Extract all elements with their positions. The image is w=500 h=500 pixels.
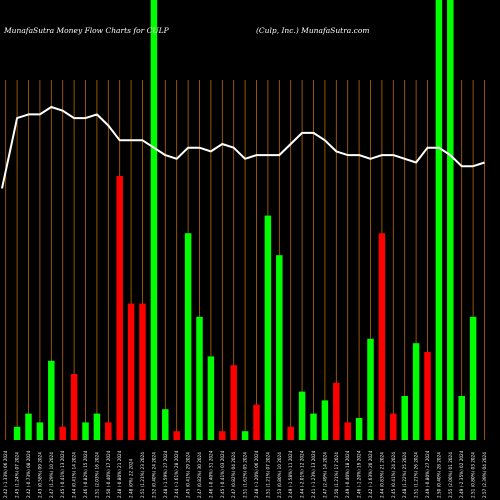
money-flow-bar: [105, 422, 112, 440]
x-tick-label: 2.49 (-0.80%) 27 2024: [425, 450, 430, 498]
x-tick-label: 2.42 (-1.63%) 20 2024: [368, 450, 373, 498]
money-flow-bar: [184, 233, 192, 440]
x-tick-label: 2.51 (2.03%) 16 2024: [94, 452, 99, 498]
x-tick-label: 2.51 (1.21%) 23 2024: [140, 452, 145, 498]
x-tick-label: 2.46 (-0.82%) 15 2024: [83, 450, 88, 498]
x-tick-label: 2.45 (-0.41%) 13 2024: [60, 450, 65, 498]
x-tick-label: 2.51 (0.80%) 03 2024: [471, 452, 476, 498]
money-flow-bar: [59, 426, 66, 440]
x-tick-label: 2.47 (0.82%) 04 2024: [231, 452, 236, 498]
money-flow-bar: [241, 431, 249, 440]
money-flow-bar: [127, 303, 135, 440]
money-flow-bar: [447, 0, 454, 440]
money-flow-bar: [82, 422, 89, 440]
money-flow-bar: [367, 338, 374, 440]
money-flow-bar: [458, 396, 465, 440]
x-tick-label: 2.44 (-1.61%) 28 2024: [174, 450, 179, 498]
money-flow-bar: [287, 426, 294, 440]
money-flow-bars: [13, 0, 477, 440]
money-flow-bar: [310, 413, 317, 440]
money-flow-bar: [298, 391, 306, 440]
x-tick-label: 2.47 (2.49%) 14 2024: [322, 452, 327, 498]
chart-title-right: (Culp, Inc.) MunafaSutra.com: [256, 26, 369, 35]
price-line: [1, 106, 485, 189]
money-flow-bar: [355, 418, 363, 440]
x-tick-label: 2.49 (-0.40%) 18 2024: [345, 450, 350, 498]
x-tick-label: 2.50 (0.40%) 28 2024: [436, 452, 441, 498]
x-tick-label: 2.45 (0.41%) 24 2024: [391, 452, 396, 498]
x-tick-label: 2.52 (0.40%) 24 2024: [151, 452, 156, 498]
money-flow-bar: [276, 255, 283, 440]
money-flow-bar: [48, 360, 55, 440]
x-tick-label: 2.49 (-1.58%) 11 2024: [288, 450, 293, 498]
x-tick-label: 2.42 (-1.33%) 06 2024: [3, 450, 8, 498]
money-flow-bar: [13, 426, 21, 440]
x-tick-label: 2.45 (1.24%) 07 2024: [15, 452, 20, 498]
x-tick-label: 2.44 (-2.01%) 12 2024: [300, 450, 305, 498]
money-flow-bar: [321, 400, 329, 440]
money-flow-bar: [173, 431, 180, 440]
money-flow-bar: [219, 431, 226, 440]
x-tick-label: 2.51 (1.62%) 05 2024: [243, 452, 248, 498]
money-flow-bar: [25, 413, 32, 440]
money-flow-bar: [230, 365, 237, 440]
x-tick-label: 2.50 (1.21%) 17 2024: [334, 452, 339, 498]
x-tick-label: 2.48 (-1.59%) 27 2024: [163, 450, 168, 498]
money-flow-bar: [207, 356, 215, 440]
money-flow-bar: [401, 396, 408, 440]
money-flow-bar: [390, 413, 397, 440]
money-flow-bar: [378, 233, 386, 440]
x-tick-label: 2.45 (-0.41%) 03 2024: [220, 450, 225, 498]
money-flow-bar: [196, 316, 203, 440]
money-flow-bar: [139, 303, 146, 440]
money-flow-bar: [412, 343, 420, 440]
x-tick-label: 2.57 (2.39%) 04 2024: [482, 452, 487, 498]
money-flow-bar: [70, 374, 78, 440]
x-tick-label: 2.45 (0.41%) 29 2024: [186, 452, 191, 498]
money-flow-bar: [424, 352, 431, 440]
x-tick-label: 2.49 (-2.35%) 02 2024: [459, 450, 464, 498]
x-tick-label: 2.47 (1.29%) 10 2024: [49, 452, 54, 498]
money-flow-bar: [344, 422, 351, 440]
x-tick-labels: 2.42 (-1.33%) 06 2024 2.45 (1.24%) 07 202…: [3, 450, 487, 498]
money-flow-bar: [36, 422, 44, 440]
x-tick-label: 2.48 (1.22%) 25 2024: [402, 452, 407, 498]
money-flow-bar: [116, 176, 123, 440]
x-tick-label: 2.48 (-0.80%) 21 2024: [117, 450, 122, 498]
money-flow-bar: [469, 316, 477, 440]
price-line-layer: [1, 106, 485, 189]
x-tick-label: 2.47 (0.82%) 30 2024: [197, 452, 202, 498]
money-flow-bar: [435, 0, 443, 440]
x-tick-label: 2.53 (0.80%) 10 2024: [277, 452, 282, 498]
x-tick-label: 2.41 (-1.23%) 13 2024: [311, 450, 316, 498]
chart-title-left: MunafaSutra Money Flow Charts for CULP: [3, 26, 170, 35]
x-tick-label: 2.50 (-0.40%) 17 2024: [106, 450, 111, 498]
money-flow-bar: [93, 413, 101, 440]
money-flow-bar: [264, 215, 272, 440]
x-tick-label: 2.55 (2.00%) 01 2024: [448, 452, 453, 498]
x-tick-label: 2.44 (0.83%) 21 2024: [379, 452, 384, 498]
money-flow-bar: [162, 409, 169, 440]
money-flow-bar: [333, 382, 340, 440]
x-tick-label: 2.44 (0.41%) 14 2024: [72, 452, 77, 498]
money-flow-bar: [253, 404, 260, 440]
x-tick-label: 2.51 (1.21%) 26 2024: [414, 452, 419, 498]
x-tick-label: 2.48 (-1.20%) 06 2024: [254, 450, 259, 498]
x-tick-label: 2.43 (0.58%) 09 2024: [37, 452, 42, 498]
x-tick-label: 2.51 (1.21%) 07 2024: [265, 452, 270, 498]
x-tick-label: 2.48 (0%) 22 2024: [129, 458, 134, 498]
x-tick-label: 2.46 (-1.20%) 19 2024: [357, 450, 362, 498]
money-flow-bar: [150, 0, 158, 440]
x-tick-label: 2.46 (-0.40%) 31 2024: [208, 450, 213, 498]
x-tick-label: 2.42 (-0.73%) 08 2024: [26, 450, 31, 498]
